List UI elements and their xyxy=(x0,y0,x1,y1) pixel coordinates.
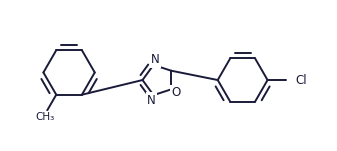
Text: N: N xyxy=(147,94,156,107)
Text: Cl: Cl xyxy=(296,74,307,87)
Text: N: N xyxy=(151,53,160,66)
Text: O: O xyxy=(172,86,181,99)
Text: CH₃: CH₃ xyxy=(36,112,55,122)
